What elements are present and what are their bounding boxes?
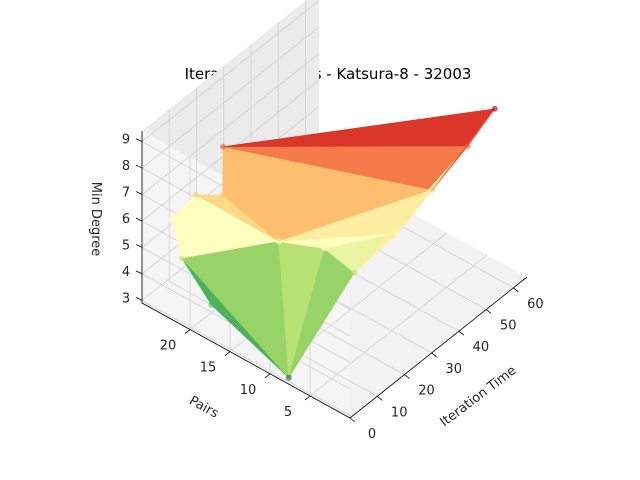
z-tick-label: 6 bbox=[122, 212, 130, 227]
data-point bbox=[192, 191, 199, 198]
data-point bbox=[429, 186, 436, 193]
z-tick bbox=[135, 164, 143, 169]
x-tick-label: 20 bbox=[418, 384, 435, 399]
z-tick bbox=[135, 217, 143, 222]
y-tick-label: 5 bbox=[284, 405, 292, 420]
z-axis-label: Min Degree bbox=[88, 182, 103, 257]
x-tick-label: 0 bbox=[368, 427, 376, 442]
x-tick-label: 60 bbox=[527, 297, 544, 312]
z-tick-label: 4 bbox=[122, 265, 130, 280]
data-point bbox=[179, 255, 186, 262]
x-tick-label: 50 bbox=[500, 319, 517, 334]
data-point bbox=[321, 245, 328, 252]
y-axis-line bbox=[141, 302, 351, 419]
x-tick bbox=[404, 374, 410, 379]
z-tick-label: 8 bbox=[122, 159, 130, 174]
z-tick bbox=[135, 244, 143, 248]
z-tick bbox=[135, 191, 143, 195]
x-tick bbox=[485, 309, 492, 314]
x-tick bbox=[458, 330, 465, 336]
axes: 0 10 20 30 40 50 60 5 10 15 20 3 4 5 6 7 8 9 bbox=[122, 131, 544, 442]
data-point bbox=[220, 143, 226, 150]
x-tick-label: 30 bbox=[445, 362, 462, 377]
x-tick bbox=[513, 287, 519, 293]
y-tick-label: 10 bbox=[240, 383, 257, 398]
data-point bbox=[491, 105, 498, 112]
surface-triangle bbox=[432, 108, 496, 191]
y-axis-label: Pairs bbox=[187, 393, 222, 421]
y-tick-label: 15 bbox=[200, 361, 217, 376]
x-tick bbox=[349, 417, 356, 423]
surface bbox=[168, 105, 498, 381]
y-tick bbox=[264, 373, 271, 379]
x-tick bbox=[376, 395, 383, 401]
x-tick-label: 40 bbox=[473, 340, 490, 355]
z-tick-label: 5 bbox=[122, 238, 130, 253]
data-point bbox=[208, 301, 215, 308]
data-point bbox=[168, 216, 175, 222]
data-point bbox=[394, 230, 401, 237]
y-tick bbox=[184, 329, 191, 334]
z-tick bbox=[135, 138, 143, 142]
data-point bbox=[351, 269, 358, 276]
data-point bbox=[464, 143, 471, 149]
z-tick-label: 3 bbox=[122, 291, 130, 306]
x-axis-line bbox=[349, 276, 528, 419]
data-point bbox=[275, 238, 282, 245]
z-tick bbox=[135, 270, 143, 275]
data-point bbox=[219, 192, 226, 198]
z-tick bbox=[135, 296, 143, 301]
z-tick-label: 7 bbox=[122, 186, 130, 201]
z-tick-label: 9 bbox=[122, 133, 130, 148]
x-tick-label: 10 bbox=[391, 405, 408, 420]
y-tick-label: 20 bbox=[160, 339, 177, 354]
y-tick bbox=[304, 395, 311, 401]
y-tick bbox=[224, 351, 231, 356]
data-point bbox=[285, 374, 292, 381]
x-tick bbox=[431, 352, 437, 358]
x-grid-line bbox=[168, 109, 378, 397]
